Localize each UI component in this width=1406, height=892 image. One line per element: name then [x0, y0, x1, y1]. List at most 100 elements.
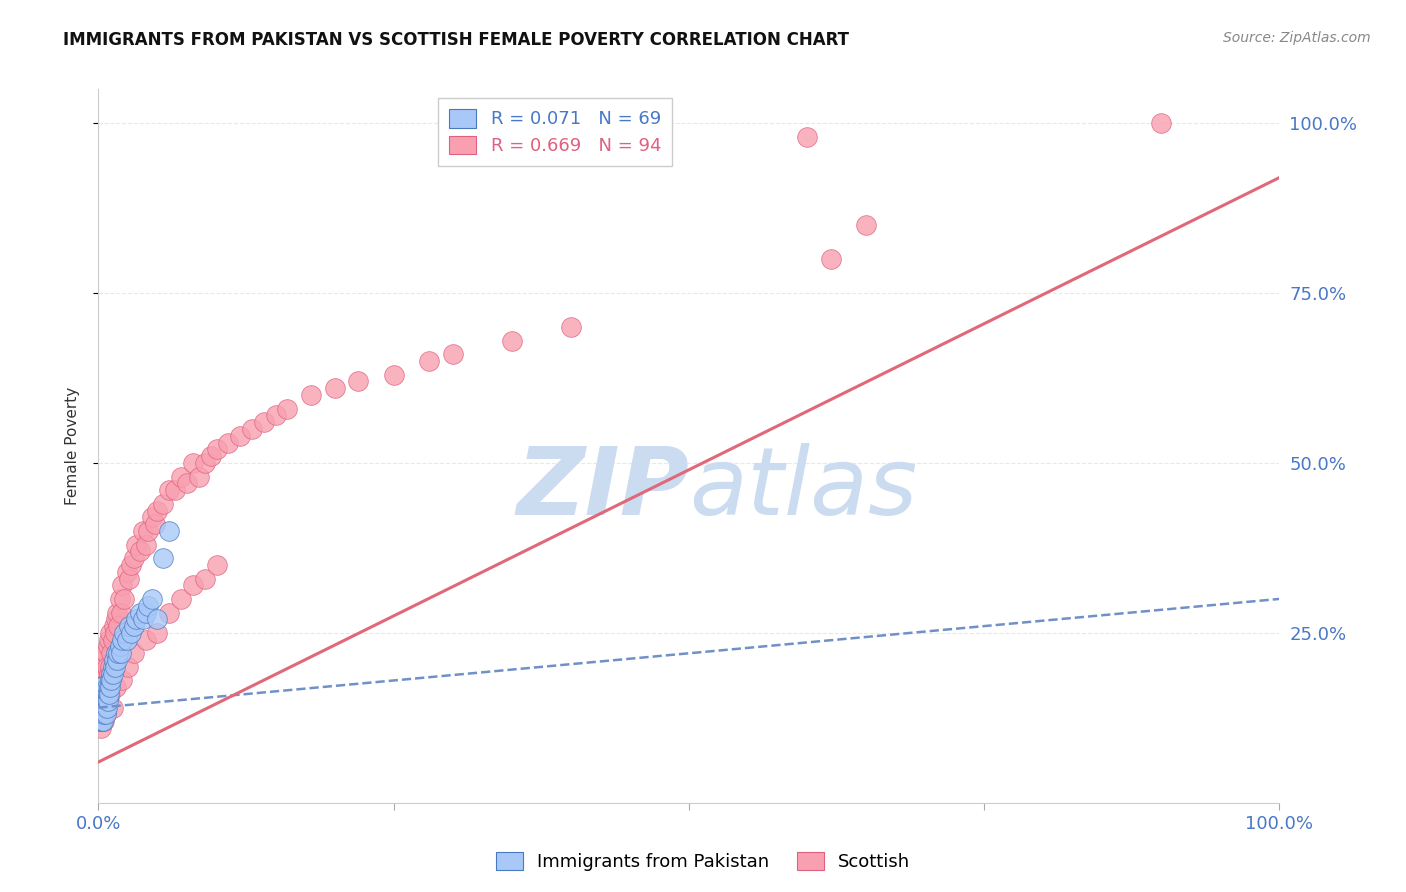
- Point: [91, 694, 114, 708]
- Point: [91, 707, 114, 722]
- Point: [98, 680, 121, 694]
- Point: [101, 660, 124, 674]
- Point: [229, 429, 252, 443]
- Text: IMMIGRANTS FROM PAKISTAN VS SCOTTISH FEMALE POVERTY CORRELATION CHART: IMMIGRANTS FROM PAKISTAN VS SCOTTISH FEM…: [63, 31, 849, 49]
- Point: [141, 591, 163, 606]
- Point: [91, 660, 114, 674]
- Point: [103, 653, 125, 667]
- Point: [170, 591, 193, 606]
- Point: [143, 517, 166, 532]
- Point: [90, 707, 112, 722]
- Point: [217, 435, 239, 450]
- Point: [157, 524, 180, 538]
- Text: atlas: atlas: [689, 443, 917, 534]
- Point: [91, 687, 114, 701]
- Point: [90, 700, 112, 714]
- Point: [146, 612, 169, 626]
- Text: ZIP: ZIP: [516, 442, 689, 535]
- Point: [98, 632, 121, 647]
- Point: [141, 510, 163, 524]
- Point: [91, 700, 114, 714]
- Point: [107, 646, 129, 660]
- Point: [91, 707, 114, 722]
- Point: [98, 673, 121, 688]
- Point: [253, 415, 276, 429]
- Point: [96, 700, 118, 714]
- Point: [240, 422, 263, 436]
- Point: [89, 707, 111, 722]
- Point: [111, 673, 134, 688]
- Point: [128, 544, 150, 558]
- Point: [135, 632, 157, 647]
- Point: [91, 700, 114, 714]
- Point: [89, 714, 111, 729]
- Point: [98, 660, 121, 674]
- Point: [90, 687, 112, 701]
- Point: [165, 483, 187, 498]
- Point: [93, 714, 115, 729]
- Point: [91, 687, 114, 701]
- Point: [205, 558, 228, 572]
- Point: [146, 503, 169, 517]
- Point: [136, 524, 159, 538]
- Point: [97, 673, 120, 688]
- Point: [91, 666, 114, 681]
- Point: [181, 578, 204, 592]
- Point: [110, 606, 132, 620]
- Point: [89, 680, 111, 694]
- Point: [176, 476, 198, 491]
- Point: [104, 626, 127, 640]
- Point: [115, 565, 138, 579]
- Point: [91, 687, 114, 701]
- Point: [91, 700, 114, 714]
- Point: [94, 680, 117, 694]
- Point: [100, 673, 122, 688]
- Point: [418, 354, 440, 368]
- Point: [96, 660, 118, 674]
- Point: [96, 687, 118, 701]
- Y-axis label: Female Poverty: Female Poverty: [65, 387, 80, 505]
- Point: [441, 347, 464, 361]
- Point: [796, 129, 818, 144]
- Point: [382, 368, 405, 382]
- Point: [152, 551, 174, 566]
- Point: [187, 469, 209, 483]
- Point: [560, 320, 582, 334]
- Point: [91, 687, 114, 701]
- Point: [90, 700, 112, 714]
- Point: [170, 469, 193, 483]
- Point: [100, 646, 122, 660]
- Point: [101, 666, 124, 681]
- Point: [122, 551, 145, 566]
- Point: [194, 572, 217, 586]
- Point: [111, 632, 134, 647]
- Point: [93, 700, 115, 714]
- Point: [89, 700, 111, 714]
- Point: [90, 694, 112, 708]
- Point: [501, 334, 523, 348]
- Point: [93, 687, 115, 701]
- Point: [146, 626, 169, 640]
- Point: [103, 619, 125, 633]
- Point: [100, 666, 122, 681]
- Point: [93, 694, 115, 708]
- Point: [118, 619, 141, 633]
- Point: [135, 606, 157, 620]
- Point: [112, 626, 135, 640]
- Legend: Immigrants from Pakistan, Scottish: Immigrants from Pakistan, Scottish: [488, 845, 918, 879]
- Point: [90, 714, 112, 729]
- Point: [94, 687, 117, 701]
- Point: [105, 653, 128, 667]
- Point: [96, 694, 118, 708]
- Text: Source: ZipAtlas.com: Source: ZipAtlas.com: [1223, 31, 1371, 45]
- Point: [97, 640, 120, 654]
- Point: [101, 632, 124, 647]
- Point: [90, 700, 112, 714]
- Point: [91, 714, 114, 729]
- Point: [121, 558, 143, 572]
- Point: [135, 537, 157, 551]
- Point: [91, 680, 114, 694]
- Point: [200, 449, 222, 463]
- Point: [101, 700, 124, 714]
- Point: [94, 700, 117, 714]
